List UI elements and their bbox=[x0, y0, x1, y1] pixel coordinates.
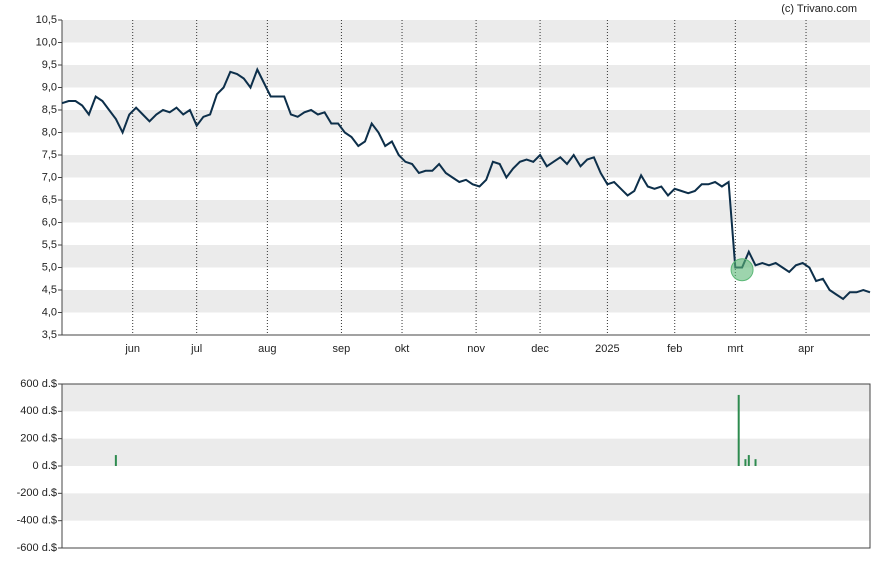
x-tick-label: dec bbox=[531, 343, 549, 355]
x-tick-label: okt bbox=[395, 343, 410, 355]
volume-bar bbox=[744, 459, 747, 466]
y-tick-label: 8,0 bbox=[42, 126, 57, 138]
y-tick-label: -600 d.$ bbox=[17, 542, 57, 554]
y-tick-label: 9,0 bbox=[42, 81, 57, 93]
y-tick-label: 7,0 bbox=[42, 171, 57, 183]
y-tick-label: 10,0 bbox=[36, 36, 57, 48]
grid-band bbox=[62, 438, 870, 466]
grid-band bbox=[62, 245, 870, 268]
y-tick-label: -200 d.$ bbox=[17, 487, 57, 499]
y-tick-label: 4,5 bbox=[42, 284, 57, 296]
y-tick-label: 7,5 bbox=[42, 149, 57, 161]
plot-border bbox=[61, 383, 871, 549]
volume-bar bbox=[737, 394, 740, 466]
y-tick-label: 6,5 bbox=[42, 194, 57, 206]
x-tick-label: jun bbox=[124, 343, 140, 355]
grid-band bbox=[62, 200, 870, 223]
x-tick-label: aug bbox=[258, 343, 276, 355]
grid-band bbox=[62, 20, 870, 43]
grid-band bbox=[62, 110, 870, 133]
x-tick-label: mrt bbox=[727, 343, 743, 355]
y-tick-label: 4,0 bbox=[42, 306, 57, 318]
volume-bar bbox=[114, 455, 117, 466]
grid-band bbox=[62, 155, 870, 178]
x-tick-label: feb bbox=[667, 343, 682, 355]
grid-band bbox=[62, 384, 870, 412]
y-tick-label: 400 d.$ bbox=[20, 405, 57, 417]
y-tick-label: 10,5 bbox=[36, 14, 57, 26]
volume-bar bbox=[747, 455, 750, 466]
volume-bar bbox=[754, 459, 757, 466]
credit: (c) Trivano.com bbox=[781, 3, 857, 15]
highlight-marker bbox=[730, 258, 754, 282]
x-tick-label: sep bbox=[333, 343, 351, 355]
y-tick-label: 6,0 bbox=[42, 216, 57, 228]
y-tick-label: 0 d.$ bbox=[33, 460, 57, 472]
y-tick-label: 200 d.$ bbox=[20, 433, 57, 445]
y-tick-label: 8,5 bbox=[42, 104, 57, 116]
grid-band bbox=[62, 65, 870, 88]
grid-band bbox=[62, 493, 870, 521]
x-tick-label: jul bbox=[190, 343, 202, 355]
y-tick-label: 5,5 bbox=[42, 239, 57, 251]
x-tick-label: apr bbox=[798, 343, 814, 355]
y-tick-label: 600 d.$ bbox=[20, 378, 57, 390]
grid-band bbox=[62, 290, 870, 313]
y-tick-label: 9,5 bbox=[42, 59, 57, 71]
y-tick-label: 3,5 bbox=[42, 329, 57, 341]
x-tick-label: 2025 bbox=[595, 343, 619, 355]
y-tick-label: 5,0 bbox=[42, 261, 57, 273]
y-tick-label: -400 d.$ bbox=[17, 515, 57, 527]
x-tick-label: nov bbox=[467, 343, 485, 355]
